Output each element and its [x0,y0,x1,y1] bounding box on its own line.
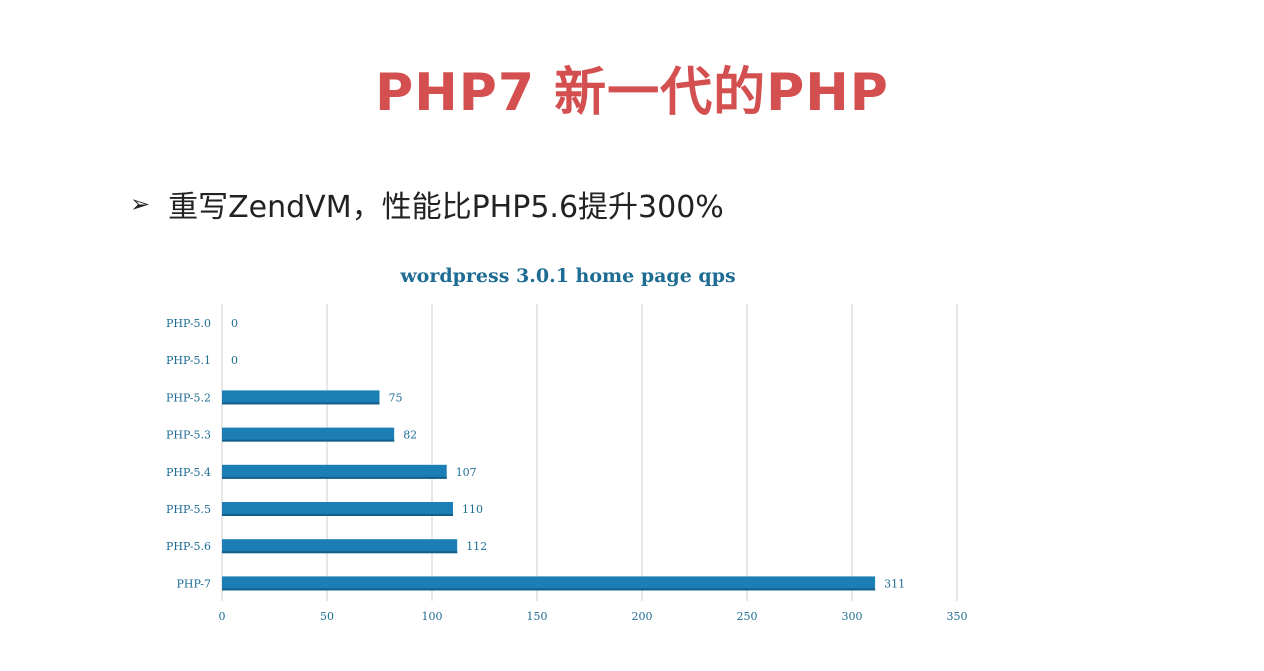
bar [222,464,447,479]
bar-shadow [222,514,453,516]
data-label: 0 [231,354,238,367]
chart-title: wordpress 3.0.1 home page qps [399,265,735,287]
chart-grid [221,304,958,601]
x-tick-label: 200 [632,610,653,623]
x-tick-label: 50 [320,610,334,623]
data-label: 110 [462,503,483,516]
bar [222,576,876,591]
bar [222,390,380,405]
bar [222,502,453,516]
category-label: PHP-7 [176,577,211,590]
x-tick-label: 300 [842,610,863,623]
category-label: PHP-5.1 [166,354,211,367]
category-label: PHP-5.4 [166,466,211,479]
bar-shadow [222,476,447,479]
arrow-bullet-icon: ➢ [130,190,151,218]
x-tick-label: 100 [422,610,443,623]
bar-shadow [222,402,380,405]
category-label: PHP-5.3 [166,429,211,442]
category-label: PHP-5.0 [166,317,211,330]
bar-shadow [222,439,395,442]
bar [222,427,395,442]
bar-shadow [222,551,458,554]
data-label: 75 [389,391,403,404]
bar [222,539,458,554]
data-label: 82 [403,429,417,442]
x-tick-label: 250 [737,610,758,623]
bullet-point: ➢ 重写ZendVM，性能比PHP5.6提升300% [130,182,724,226]
category-label: PHP-5.2 [166,391,211,404]
category-label: PHP-5.5 [166,503,211,516]
slide-title: PHP7 新一代的PHP [375,63,889,123]
chart-bars [222,390,876,591]
bullet-text: 重写ZendVM，性能比PHP5.6提升300% [168,190,724,225]
chart-labels: 0 50 100 150 200 250 300 350 PHP-5.0 0 PHP-5.1 0 PHP… [166,317,968,623]
x-tick-label: 150 [527,610,548,623]
data-label: 112 [466,540,487,553]
x-tick-label: 0 [219,610,226,623]
data-label: 0 [231,317,238,330]
x-tick-label: 350 [947,610,968,623]
bar-shadow [222,588,876,591]
data-label: 107 [456,466,477,479]
data-label: 311 [884,577,905,590]
category-label: PHP-5.6 [166,540,211,553]
